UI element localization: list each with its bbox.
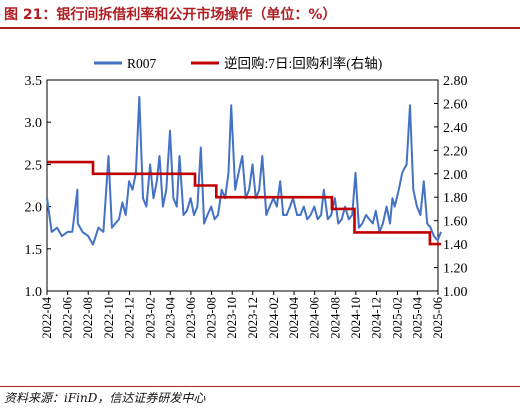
x-tick-label: 2025-04 — [410, 296, 424, 338]
y-tick-label-right: 1.40 — [443, 238, 468, 253]
y-tick-label-right: 1.80 — [443, 191, 468, 206]
title-divider — [0, 27, 520, 29]
x-tick-label: 2025-02 — [390, 297, 404, 339]
figure-title-bar: 图 21：银行间拆借利率和公开市场操作（单位：%） — [0, 0, 520, 29]
x-tick-label: 2022-08 — [81, 297, 95, 339]
x-tick-label: 2024-06 — [308, 297, 322, 339]
x-tick-label: 2024-02 — [267, 297, 281, 339]
y-tick-label-right: 2.00 — [443, 168, 468, 183]
series-line-r007 — [46, 95, 442, 246]
x-tick-label: 2024-08 — [328, 297, 342, 339]
x-tick-label: 2022-06 — [61, 297, 75, 339]
plot-frame — [46, 79, 439, 292]
series-line-reverse-repo — [47, 160, 441, 246]
y-tick-label-left: 1.5 — [25, 243, 43, 258]
x-tick-label: 2022-10 — [102, 297, 116, 339]
x-tick-label: 2024-12 — [369, 297, 383, 339]
x-tick-label: 2024-04 — [287, 296, 301, 338]
y-tick-label-left: 3.0 — [25, 116, 43, 131]
legend-label-reverse-repo: 逆回购:7日:回购利率(右轴) — [224, 55, 382, 71]
x-tick-label: 2023-02 — [143, 297, 157, 339]
legend: R007 逆回购:7日:回购利率(右轴) — [94, 55, 382, 71]
y-tick-label-right: 1.20 — [443, 262, 468, 277]
legend-label-r007: R007 — [127, 56, 157, 71]
figure-title: 图 21：银行间拆借利率和公开市场操作（单位：%） — [4, 7, 337, 23]
y-tick-label-right: 1.60 — [443, 215, 468, 230]
y-tick-label-left: 1.0 — [25, 285, 43, 300]
x-tick-label: 2023-04 — [163, 296, 177, 338]
source-note: 资料来源：iFinD，信达证券研发中心 — [4, 391, 206, 405]
x-tick-label: 2024-10 — [349, 297, 363, 339]
y-tick-label-right: 2.20 — [443, 144, 468, 159]
y-tick-label-left: 3.5 — [25, 74, 43, 89]
x-tick-label: 2023-08 — [205, 297, 219, 339]
axes-layer: 1.0 1.5 2.0 2.5 3.0 3.5 1.00 1.20 1.40 1.60 1.80 2.… — [25, 74, 468, 339]
footer-divider — [0, 386, 520, 387]
series-layer — [46, 95, 442, 246]
y-tick-label-left: 2.0 — [25, 201, 43, 216]
x-tick-label: 2023-12 — [246, 297, 260, 339]
y-tick-label-right: 2.60 — [443, 97, 468, 112]
y-tick-label-right: 2.80 — [443, 74, 468, 89]
y-tick-label-left: 2.5 — [25, 158, 43, 173]
x-tick-label: 2025-06 — [431, 297, 445, 339]
x-tick-label: 2022-12 — [122, 297, 136, 339]
y-tick-label-right: 2.40 — [443, 121, 468, 136]
x-tick-label: 2023-06 — [184, 297, 198, 339]
y-tick-label-right: 1.00 — [443, 285, 468, 300]
x-tick-label: 2023-10 — [225, 297, 239, 339]
x-tick-label: 2022-04 — [40, 296, 54, 338]
